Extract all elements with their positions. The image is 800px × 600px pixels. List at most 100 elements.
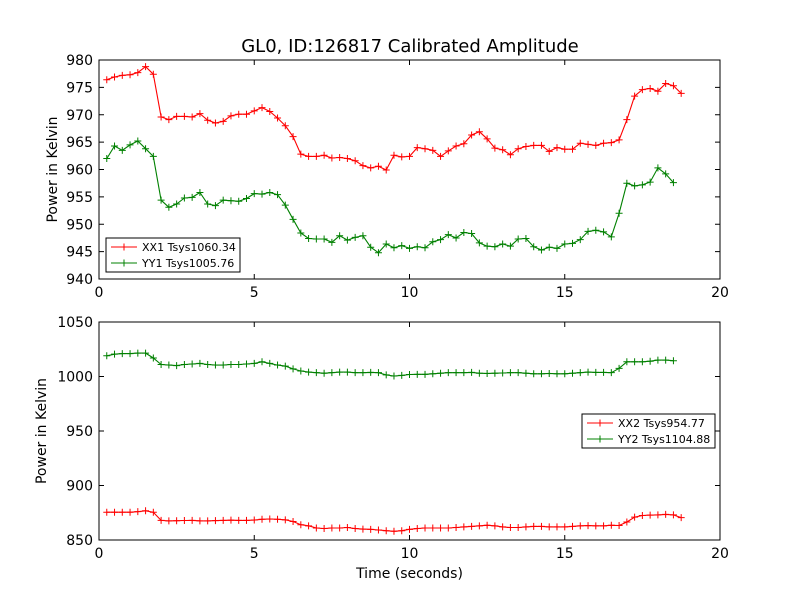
top-series-2-point	[289, 215, 297, 223]
bottom-series-1-point	[297, 521, 305, 529]
top-series-1-point	[180, 112, 188, 120]
bottom-series-2-point	[600, 368, 608, 376]
top-series-2-point	[615, 209, 623, 217]
top-series-1-point	[561, 145, 569, 153]
top-series-1-point	[662, 80, 670, 88]
bottom-y-tick-label: 900	[66, 479, 93, 495]
bottom-series-1-point	[537, 522, 545, 530]
top-series-1-point	[297, 150, 305, 158]
top-series-2-point	[553, 244, 561, 252]
bottom-series-2-point	[328, 369, 336, 377]
bottom-series-1-point	[211, 517, 219, 525]
bottom-y-tick-label: 1050	[57, 315, 93, 331]
bottom-series-2-point	[382, 371, 390, 379]
top-series-1-point	[281, 122, 289, 130]
bottom-series-1-point	[460, 523, 468, 531]
top-series-1-point	[615, 136, 623, 144]
bottom-series-2-point	[545, 369, 553, 377]
top-series-2-point	[576, 236, 584, 244]
top-x-tick-label: 5	[250, 285, 259, 301]
bottom-series-1-point	[561, 523, 569, 531]
top-series-2-point	[406, 244, 413, 252]
bottom-series-2-point	[576, 369, 584, 377]
bottom-series-1-point	[289, 517, 297, 525]
top-series-1-point	[460, 140, 468, 148]
bottom-series-1-point	[499, 523, 507, 531]
bottom-series-2-point	[615, 364, 623, 372]
top-series-1-point	[227, 112, 235, 120]
top-series-1-point	[584, 140, 592, 148]
bottom-y-tick-label: 850	[66, 533, 93, 549]
top-series-1-point	[289, 133, 297, 141]
bottom-x-tick-label: 15	[556, 546, 574, 562]
bottom-series-1-point	[654, 511, 662, 519]
top-series-1-point	[204, 116, 212, 124]
bottom-series-1-point	[545, 523, 553, 531]
top-series-2-point	[662, 170, 670, 178]
bottom-series-2-point	[398, 371, 406, 379]
top-series-2-point	[499, 240, 507, 248]
top-series-1-point	[126, 71, 134, 79]
top-series-1-point	[328, 154, 336, 162]
bottom-series-1-point	[475, 522, 483, 530]
bottom-legend-box	[581, 413, 716, 449]
bottom-series-1-point	[600, 522, 608, 530]
bottom-series-2-point	[289, 365, 297, 373]
top-series-1-point	[312, 152, 320, 160]
bottom-series-1-point	[631, 513, 639, 521]
top-y-tick-label: 975	[66, 80, 93, 96]
top-y-tick-label: 970	[66, 108, 93, 124]
top-series-1-point	[444, 147, 452, 155]
top-series-2-point	[235, 197, 243, 205]
top-series-2-point	[266, 188, 274, 196]
bottom-series-1-point	[180, 516, 188, 524]
bottom-series-2-point	[305, 368, 313, 376]
bottom-series-2-point	[204, 361, 212, 369]
bottom-series-2-point	[227, 361, 235, 369]
top-series-2-point	[530, 243, 538, 251]
bottom-series-1-point	[312, 524, 320, 532]
bottom-series-2-point	[219, 361, 227, 369]
bottom-series-1-point	[351, 525, 359, 533]
top-series-1-point	[211, 119, 219, 127]
top-series-2-point	[351, 233, 359, 241]
bottom-series-2-point	[491, 369, 499, 377]
bottom-series-2-point	[343, 368, 351, 376]
bottom-series-1-point	[250, 516, 258, 524]
bottom-series-1-point	[607, 521, 615, 529]
top-series-1-point	[677, 89, 685, 97]
top-series-2-point	[227, 197, 235, 205]
top-series-1-point	[437, 152, 445, 160]
top-series-2-point	[413, 243, 421, 251]
bottom-series-1-point	[615, 522, 623, 530]
bottom-series-1-point	[437, 524, 445, 532]
bottom-series-2-point	[522, 369, 530, 377]
top-series-1-point	[654, 87, 662, 95]
top-series-2-point	[312, 235, 320, 243]
top-series-1-point	[142, 63, 150, 71]
top-legend-marker-2	[120, 259, 128, 267]
top-series-2-point	[452, 234, 460, 242]
top-series-1-point	[359, 162, 367, 170]
bottom-series-1-point	[429, 524, 437, 532]
top-series-1-point	[491, 144, 499, 152]
bottom-series-2-point	[126, 350, 134, 358]
top-x-tick-label: 10	[401, 285, 419, 301]
bottom-series-1-point	[506, 523, 514, 531]
top-series-1-point	[623, 116, 631, 124]
top-series-2-point	[638, 181, 646, 189]
bottom-series-1-point	[157, 516, 165, 524]
top-series-1-point	[631, 92, 639, 100]
bottom-series-2-point	[134, 349, 142, 357]
top-series-1-point	[483, 135, 491, 143]
bottom-series-1-point	[569, 522, 577, 530]
bottom-series-2-point	[421, 370, 429, 378]
top-series-1-point	[530, 141, 538, 149]
top-series-2-point	[157, 196, 165, 204]
top-series-2-point	[561, 240, 569, 248]
top-series-1-point	[669, 82, 677, 90]
bottom-series-1-point	[483, 521, 491, 529]
bottom-series-1-point	[204, 517, 212, 525]
bottom-legend-marker-1	[596, 419, 604, 427]
